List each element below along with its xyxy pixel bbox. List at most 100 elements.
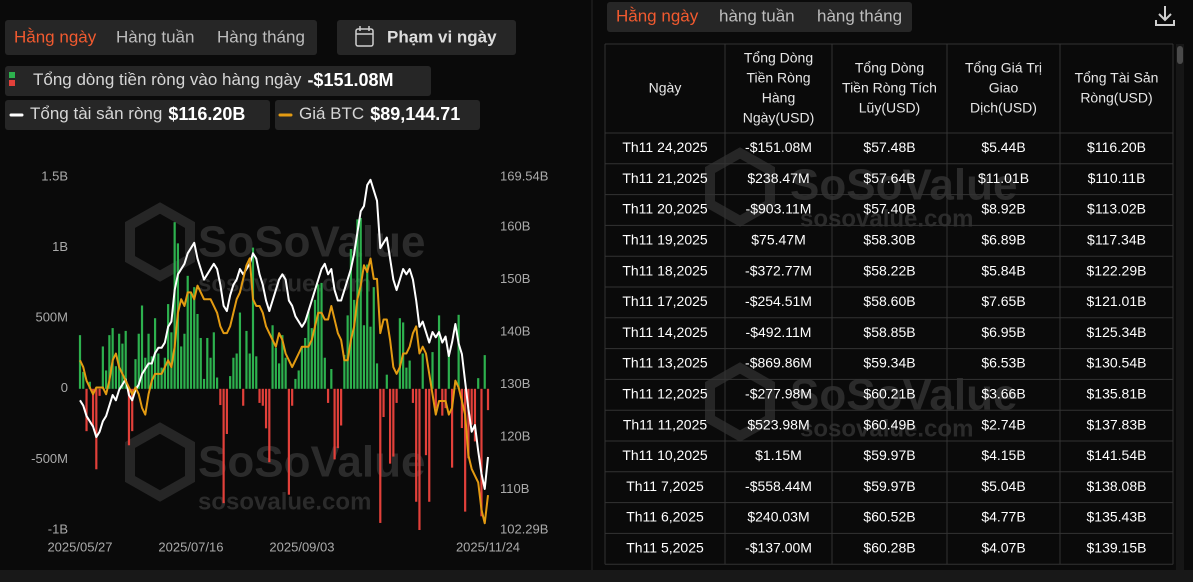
bar [186, 275, 189, 389]
bar [170, 332, 173, 389]
bar [173, 222, 176, 389]
table-cell: $238.47M [747, 170, 809, 186]
x-tick-label: 2025/11/24 [456, 539, 520, 554]
bar [215, 377, 219, 389]
bar [450, 388, 454, 468]
bar [108, 335, 111, 389]
bar [245, 330, 248, 389]
watermark-logo [125, 422, 195, 502]
table-cell: $4.15B [981, 447, 1025, 463]
table-cell: $6.95B [981, 324, 1025, 340]
period-tabs [5, 20, 317, 55]
table-cell: -$869.86M [745, 355, 812, 371]
bar [121, 343, 124, 389]
bar [209, 357, 212, 389]
table-cell: Th11 21,2025 [622, 170, 708, 186]
bar [248, 353, 251, 389]
table-cell: $135.43B [1087, 509, 1147, 525]
date-range-button[interactable] [337, 20, 516, 55]
table-cell: $58.85B [863, 324, 915, 340]
bar [343, 354, 346, 389]
date-range-label[interactable]: Phạm vi ngày [387, 27, 497, 46]
column-header: Tổng Dòng [855, 60, 924, 76]
bar [477, 378, 480, 389]
bar [310, 328, 313, 389]
bar [147, 333, 150, 389]
bar [268, 388, 271, 463]
watermark: sosovalue.com [198, 488, 371, 515]
table-cell: Th11 6,2025 [626, 509, 704, 525]
y-tick-label: 1.5B [41, 168, 68, 183]
bar [242, 388, 245, 406]
bar [212, 332, 215, 389]
bar [127, 388, 131, 446]
bar [447, 354, 450, 389]
legend-value: -$151.08M [307, 70, 393, 90]
bar [294, 378, 297, 389]
bar [359, 217, 362, 389]
y2-tick-label: 110B [500, 481, 529, 496]
tab[interactable]: hàng tháng [817, 6, 902, 25]
bar [385, 374, 388, 389]
bar [366, 264, 369, 389]
bar [232, 357, 235, 389]
bar [326, 388, 330, 403]
legend-icon [9, 72, 15, 78]
bar [333, 388, 336, 460]
bar [144, 357, 147, 389]
column-header: Ngày(USD) [743, 110, 815, 126]
x-tick-label: 2025/05/27 [47, 539, 112, 554]
bar [323, 357, 326, 389]
watermark-logo [705, 362, 775, 442]
bar [137, 333, 140, 389]
table-cell: Th11 17,2025 [622, 293, 708, 309]
legend-icon [9, 80, 15, 86]
table-cell: $523.98M [747, 416, 809, 432]
bar [91, 388, 95, 427]
y2-tick-label: 169.54B [500, 168, 548, 183]
bar [330, 369, 333, 389]
bar [320, 282, 323, 389]
table-cell: $5.44B [981, 139, 1025, 155]
tab[interactable]: Hàng tháng [217, 27, 305, 46]
table-cell: -$137.00M [745, 540, 812, 556]
table-cell: $58.60B [863, 293, 915, 309]
bar [388, 388, 392, 464]
bar [395, 388, 398, 403]
table-cell: Th11 18,2025 [622, 262, 708, 278]
bar [362, 325, 366, 389]
table-cell: $4.77B [981, 509, 1025, 525]
bar [183, 333, 186, 389]
table-cell: $1.15M [755, 447, 802, 463]
download-icon[interactable] [1155, 6, 1175, 26]
bar [467, 388, 470, 459]
bar [353, 299, 356, 389]
bar [255, 356, 258, 389]
legend-box [5, 66, 431, 96]
column-header: Hàng [762, 90, 795, 106]
bar [274, 347, 277, 389]
tab-active[interactable]: Hằng ngày [616, 6, 699, 25]
legend-name: Giá BTC [299, 104, 364, 123]
scrollbar[interactable] [1176, 44, 1184, 570]
tab[interactable]: hàng tuần [719, 6, 795, 25]
bar [437, 315, 441, 389]
scrollbar-thumb[interactable] [1177, 46, 1183, 64]
table-cell: $57.40B [863, 201, 915, 217]
table-cell: -$558.44M [745, 478, 812, 494]
tab[interactable]: Hàng tuần [116, 27, 194, 46]
bar [202, 378, 206, 389]
table-cell: $60.28B [863, 540, 915, 556]
table-cell: $110.11B [1088, 170, 1146, 186]
watermark: SoSoValue [790, 371, 1017, 420]
bar [85, 388, 88, 432]
table-cell: $7.65B [981, 293, 1025, 309]
table-cell: $2.74B [981, 416, 1025, 432]
y-tick-label: 0 [61, 380, 68, 395]
bar [124, 330, 127, 389]
table-cell: $6.53B [981, 355, 1025, 371]
table-cell: -$372.77M [745, 262, 812, 278]
tab-active[interactable]: Hằng ngày [14, 27, 97, 46]
table-cell: $137.83B [1087, 416, 1147, 432]
table-cell: -$903.11M [746, 201, 812, 217]
